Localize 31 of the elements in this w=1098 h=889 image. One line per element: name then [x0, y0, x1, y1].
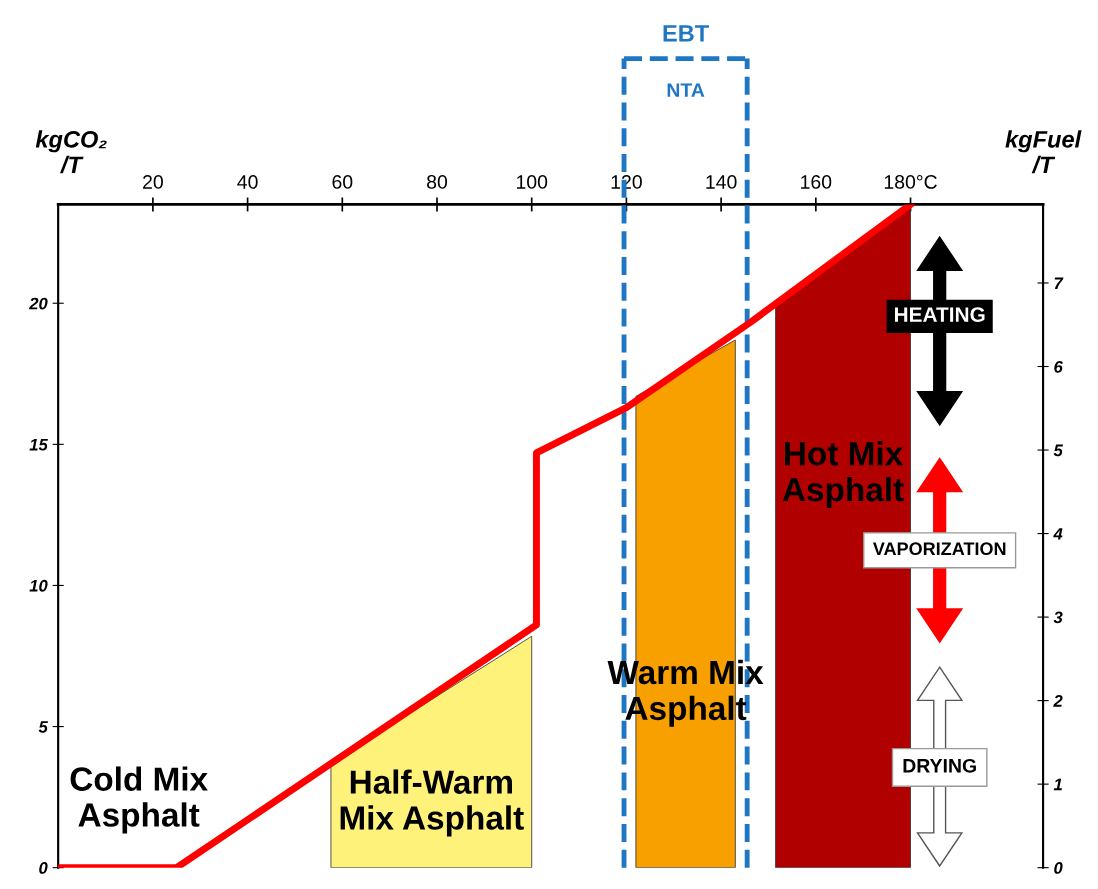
annotation: Cold Mix Asphalt: [70, 766, 208, 834]
annotation: HEATING: [894, 307, 985, 322]
y2-tick-label: 2: [1053, 695, 1063, 707]
y-tick-label: 5: [38, 721, 48, 733]
x-tick-label: 60: [332, 175, 353, 189]
x-tick-label: 40: [237, 175, 258, 189]
x-tick-label: 20: [143, 175, 163, 189]
text: NTA: [667, 83, 705, 97]
annotation: VAPORIZATION: [872, 542, 1006, 556]
y2-tick-label: 7: [1054, 277, 1064, 290]
series-label: Half-Warm Mix Asphalt: [340, 769, 524, 837]
y-tick-label: 10: [29, 579, 48, 592]
y-axis-title: kgCO₂ /T: [35, 130, 107, 174]
x-tick-label: 140: [706, 175, 737, 189]
x-tick-label: 80: [427, 175, 448, 189]
y2-axis-title: kgFuel /T: [1005, 130, 1082, 174]
y2-tick-label: 5: [1053, 444, 1063, 457]
y2-tick-label: 4: [1053, 528, 1063, 540]
y-tick-label: 0: [39, 862, 48, 874]
y-tick-label: 20: [28, 297, 48, 310]
y2-tick-label: 3: [1053, 611, 1063, 624]
x-tick-label: 160: [801, 175, 832, 189]
y2-tick-label: 1: [1053, 778, 1062, 791]
y2-tick-label: 6: [1054, 360, 1063, 373]
annotation: DRYING: [903, 758, 976, 773]
y2-tick-label: 0: [1054, 862, 1063, 874]
x-tick-label: 100: [516, 175, 548, 189]
text: EBT: [663, 25, 709, 42]
x-tick-label: 180°C: [884, 175, 937, 189]
series-label: Hot Mix Asphalt: [782, 441, 904, 509]
y-tick-label: 15: [29, 438, 48, 451]
